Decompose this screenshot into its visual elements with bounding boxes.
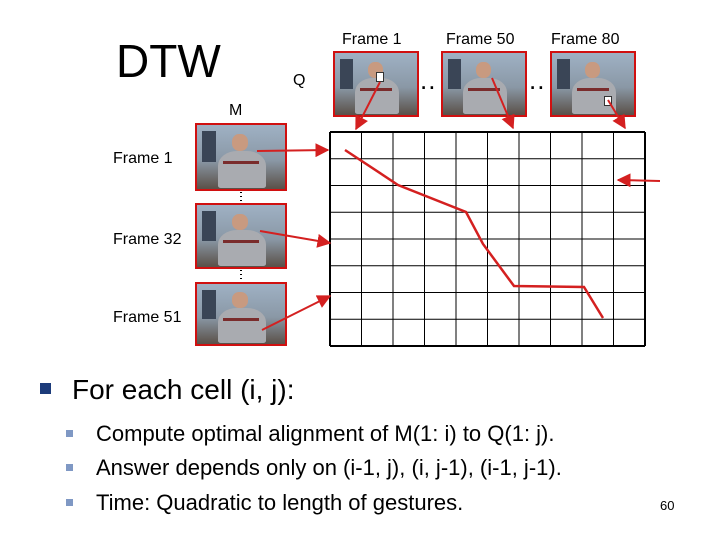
q-frame-image-1	[333, 51, 419, 117]
arrow-q80	[607, 99, 626, 130]
m-frame-image-51	[195, 282, 287, 346]
sub-bullet: Answer depends only on (i-1, j), (i, j-1…	[66, 455, 562, 481]
sub-bullet-text: Compute optimal alignment of M(1: i) to …	[96, 421, 555, 446]
sub-bullet-square-icon	[66, 464, 73, 471]
sub-bullet-square-icon	[66, 430, 73, 437]
q-frame-label-80: Frame 80	[551, 31, 620, 48]
m-frame-label-32: Frame 32	[113, 231, 182, 248]
arrow-q50	[491, 77, 515, 130]
arrow-m51	[261, 295, 332, 331]
q-frame-label-50: Frame 50	[446, 31, 515, 48]
arrow-row	[616, 173, 661, 188]
sub-bullet-text: Answer depends only on (i-1, j), (i, j-1…	[96, 455, 562, 480]
sub-bullet: Time: Quadratic to length of gestures.	[66, 490, 464, 516]
m-frame-label-1: Frame 1	[113, 150, 173, 167]
arrow-m32	[259, 230, 332, 248]
m-frame-image-1	[195, 123, 287, 191]
slide-title: DTW	[116, 35, 221, 87]
sub-bullet: Compute optimal alignment of M(1: i) to …	[66, 421, 555, 447]
q-frame-label-1: Frame 1	[342, 31, 402, 48]
dtw-grid	[329, 131, 646, 347]
m-frame-label-51: Frame 51	[113, 309, 182, 326]
arrow-q1	[355, 81, 381, 131]
warping-path	[344, 148, 605, 319]
ellipsis-q-1: ..	[420, 65, 437, 95]
hand-marker	[376, 72, 384, 82]
query-label: Q	[293, 72, 306, 89]
bullet-square-icon	[40, 383, 51, 394]
model-label: M	[229, 102, 243, 119]
q-frame-image-50	[441, 51, 527, 117]
arrow-m1	[256, 143, 330, 158]
page-number: 60	[660, 498, 675, 513]
ellipsis-q-2: ..	[529, 65, 546, 95]
sub-bullet-text: Time: Quadratic to length of gestures.	[96, 490, 464, 515]
sub-bullet-square-icon	[66, 499, 73, 506]
bullet-main-text: For each cell (i, j):	[72, 374, 295, 405]
q-frame-image-80	[550, 51, 636, 117]
